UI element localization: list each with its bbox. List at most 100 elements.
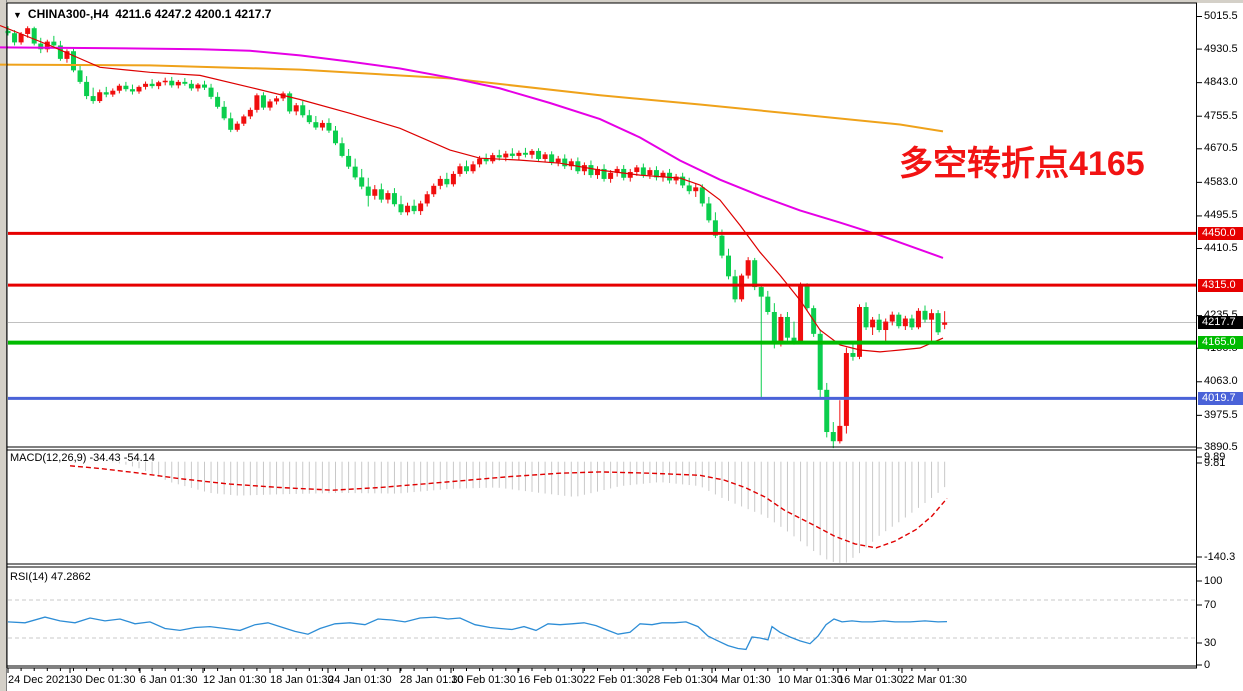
candle-body: [169, 80, 175, 86]
macd-values: -34.43 -54.14: [89, 452, 155, 464]
candle-body: [739, 275, 745, 300]
candle-body: [247, 109, 253, 117]
candle-body: [267, 101, 273, 108]
candle-body: [319, 122, 325, 128]
rsi-axis-label: 30: [1204, 637, 1217, 649]
candle-body: [529, 150, 535, 155]
candle-body: [352, 166, 358, 178]
window-top-edge: [0, 0, 1243, 3]
candle-body: [699, 187, 705, 204]
candle-body: [837, 425, 843, 442]
candle-body: [424, 194, 430, 204]
candle-body: [686, 185, 692, 192]
candle-body: [732, 276, 738, 300]
ma-slow-orange-line: [0, 63, 944, 133]
trader-annotation-text: 多空转折点4165: [899, 145, 1145, 183]
candle-body: [221, 106, 227, 119]
candle-body: [745, 260, 751, 276]
symbol-dropdown-icon[interactable]: ▼: [13, 10, 22, 20]
candle-body: [889, 314, 895, 322]
candle-body: [143, 83, 149, 87]
price-axis-label: 3975.5: [1204, 408, 1238, 421]
candle-body: [234, 123, 240, 130]
candle-body: [483, 158, 489, 162]
candle-body: [254, 95, 260, 110]
candle-body: [850, 353, 856, 357]
candle-body: [706, 203, 712, 221]
candle-body: [667, 172, 673, 181]
price-axis-label: 4670.5: [1204, 142, 1238, 155]
candle-body: [640, 167, 646, 176]
candle-body: [202, 84, 207, 88]
price-axis-label: 4930.5: [1204, 42, 1238, 55]
price-axis-label: 4495.5: [1204, 209, 1238, 222]
date-label: 10 Feb 01:30: [451, 674, 516, 686]
candle-body: [241, 116, 247, 124]
candle-body: [627, 172, 633, 178]
candle-body: [680, 176, 686, 186]
price-badge: 4019.7: [1198, 391, 1243, 405]
price-badge: 4165.0: [1198, 336, 1243, 350]
candle-body: [843, 353, 849, 426]
candle-body: [830, 432, 836, 442]
candle-body: [902, 318, 908, 327]
date-label: 22 Mar 01:30: [902, 674, 967, 686]
candle-body: [876, 319, 882, 331]
candle-body: [542, 154, 548, 159]
price-axis-label: 3890.5: [1204, 441, 1238, 454]
candle-body: [84, 81, 90, 97]
date-label: 16 Mar 01:30: [838, 674, 903, 686]
candle-body: [260, 95, 266, 108]
candle-body: [44, 41, 50, 50]
price-axis-label: 4755.5: [1204, 109, 1238, 122]
candle-body: [562, 158, 568, 167]
candle-body: [522, 152, 528, 155]
candle-body: [97, 92, 103, 102]
candle-body: [51, 41, 57, 46]
candle-body: [274, 98, 280, 102]
date-label: 28 Feb 01:30: [648, 674, 713, 686]
candle-body: [333, 130, 338, 144]
candle-body: [287, 93, 293, 112]
candle-body: [568, 161, 574, 167]
candle-body: [915, 310, 921, 328]
candle-body: [77, 70, 83, 82]
candle-body: [804, 285, 810, 309]
candle-body: [450, 173, 456, 185]
candle-body: [64, 51, 70, 59]
candle-body: [771, 311, 777, 344]
macd-signal-line: [69, 465, 948, 549]
macd-axis-label: 9.81: [1204, 457, 1226, 469]
candle-body: [195, 84, 201, 89]
candle-body: [608, 172, 614, 179]
price-axis-label: 4235.5: [1204, 310, 1238, 321]
candle-body: [372, 189, 378, 196]
candle-body: [581, 165, 587, 172]
macd-indicator-label: MACD(12,26,9) -34.43 -54.14: [10, 452, 155, 464]
candle-body: [90, 96, 96, 102]
price-badge: 4217.7: [1198, 315, 1243, 329]
candle-body: [149, 83, 155, 87]
rsi-axis-label: 70: [1204, 599, 1217, 611]
macd-histogram-group: [112, 461, 946, 563]
symbol-title: ▼ CHINA300-,H4 4211.6 4247.2 4200.1 4217.…: [13, 7, 271, 21]
price-axis-label: 4410.5: [1204, 242, 1238, 255]
candle-body: [857, 307, 862, 357]
macd-name: MACD(12,26,9): [10, 452, 87, 464]
candle-body: [824, 389, 830, 433]
candles-group: [5, 26, 948, 449]
macd-axis-label: 9.89: [1204, 451, 1226, 463]
candle-body: [496, 155, 502, 158]
candle-body: [477, 158, 483, 165]
candle-body: [536, 150, 542, 159]
candle-body: [57, 45, 63, 59]
candle-body: [378, 189, 384, 200]
date-label: 28 Jan 01:30: [400, 674, 464, 686]
date-label: 24 Dec 2021: [8, 674, 71, 686]
candle-body: [765, 296, 771, 312]
candle-body: [123, 85, 129, 90]
date-label: 24 Jan 01:30: [328, 674, 392, 686]
rsi-indicator-label: RSI(14) 47.2862: [10, 571, 91, 583]
